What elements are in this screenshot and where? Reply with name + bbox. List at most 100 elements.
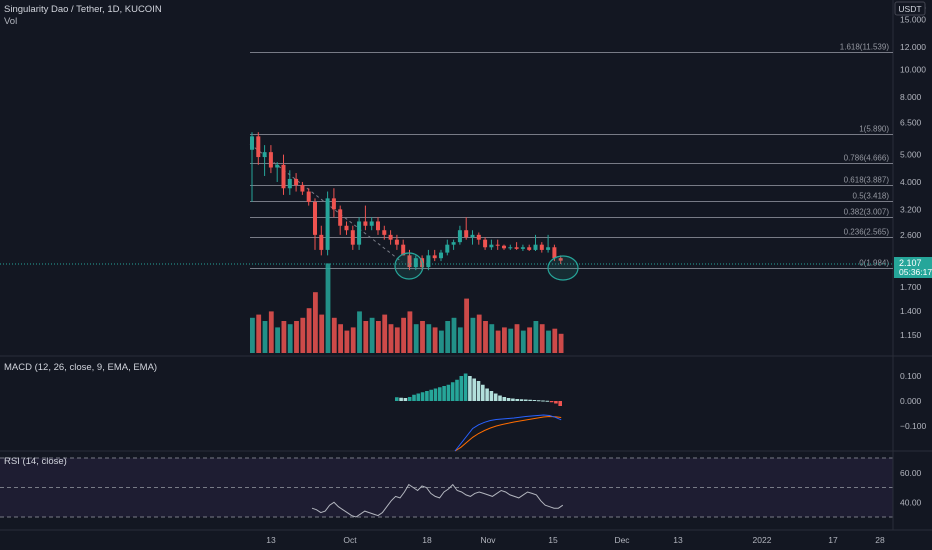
volume-bar (508, 328, 514, 353)
macd-histogram-bar (481, 384, 485, 401)
macd-histogram-bar (493, 393, 498, 401)
time-tick-label: 15 (548, 535, 558, 545)
macd-histogram-bar (442, 386, 446, 401)
macd-histogram-bar (395, 397, 399, 401)
price-tick-label: 10.000 (900, 64, 926, 74)
macd-histogram-bar (536, 400, 541, 402)
candle-body (388, 234, 393, 240)
volume-bar (558, 333, 564, 353)
currency-box[interactable] (894, 1, 926, 16)
price-tick-label: 12.000 (900, 42, 926, 52)
time-tick-label: Nov (480, 535, 496, 545)
volume-bar (281, 321, 287, 353)
price-tick-label: 4.000 (900, 177, 922, 187)
volume-bar (483, 321, 488, 353)
volume-indicator-label[interactable]: Vol (4, 16, 18, 27)
macd-histogram-bar (399, 397, 403, 401)
macd-histogram-bar (515, 399, 519, 401)
price-tick-label: 3.200 (900, 204, 922, 214)
volume-bar (445, 321, 451, 353)
macd-histogram-bar (489, 391, 494, 401)
time-tick-label: 28 (875, 535, 885, 545)
macd-histogram-bar (472, 378, 476, 401)
fib-level-label: 0.236(2.565) (844, 228, 890, 237)
volume-bar (502, 327, 507, 353)
rsi-indicator-label[interactable]: RSI (14, close) (4, 456, 67, 467)
candle-body (457, 230, 462, 243)
macd-histogram-bar (528, 399, 532, 401)
rsi-line (311, 483, 564, 518)
volume-bar (401, 317, 406, 353)
candle-body (306, 191, 311, 202)
macd-histogram-bar (545, 400, 550, 402)
time-tick-label: 13 (266, 535, 276, 545)
rsi-axis: 60.00 40.00 (900, 468, 922, 508)
candle-body (369, 221, 374, 226)
volume-bar (464, 298, 469, 353)
fib-level-label: 1(5.890) (859, 125, 889, 134)
fibonacci-retracement[interactable]: 1.618(11.539) 1(5.890) 0.786(4.666) 0.618(3… (250, 43, 893, 269)
macd-pane[interactable] (395, 373, 562, 452)
candle-body (426, 255, 431, 268)
symbol-title[interactable]: Singularity Dao / Tether, 1D, KUCOIN (4, 4, 162, 15)
macd-histogram-bar (549, 401, 554, 403)
price-tick-label: 5.000 (900, 150, 922, 160)
candle-body (376, 221, 380, 231)
candle-body (394, 239, 399, 245)
volume-bar (527, 327, 532, 353)
candle-body (344, 225, 349, 231)
macd-histogram-bar (459, 376, 464, 401)
candle-body (250, 136, 254, 150)
candle-body (470, 234, 475, 238)
candle-body (319, 234, 324, 250)
macd-histogram-bar (511, 398, 515, 401)
candlestick-series[interactable] (250, 132, 563, 271)
candle-body (338, 209, 343, 226)
volume-bar (325, 263, 331, 353)
volume-bar (546, 330, 551, 353)
volume-bar (413, 324, 419, 353)
time-axis[interactable]: 13 Oct 18 Nov 15 Dec 13 2022 17 28 (266, 535, 885, 545)
volume-bar (319, 314, 325, 353)
candle-countdown: 05:36:17 (899, 267, 932, 277)
candle-body (275, 164, 280, 168)
time-tick-label: 2022 (753, 535, 772, 545)
macd-indicator-label[interactable]: MACD (12, 26, close, 9, EMA, EMA) (4, 362, 158, 373)
time-tick-label: 17 (828, 535, 838, 545)
candle-body (464, 230, 469, 238)
candle-body (363, 221, 368, 226)
volume-bars (250, 263, 564, 353)
macd-histogram-bar (541, 400, 545, 402)
macd-histogram-bar (506, 398, 511, 401)
macd-histogram-bar (476, 381, 481, 401)
time-tick-label: 13 (673, 535, 683, 545)
rsi-pane[interactable] (311, 483, 564, 518)
rsi-band-group (0, 457, 893, 518)
bottom-ellipse-right[interactable] (547, 255, 579, 281)
candle-body (533, 244, 538, 250)
macd-axis: 0.100 0.000 −0.100 (900, 371, 927, 431)
time-tick-label: Dec (614, 535, 630, 545)
volume-bar (394, 327, 400, 353)
fib-level-label: 0.382(3.007) (844, 208, 890, 217)
bottom-ellipse-left[interactable] (394, 252, 424, 280)
volume-bar (338, 324, 343, 353)
candle-body (325, 198, 330, 250)
volume-bar (262, 321, 268, 353)
volume-bar (287, 324, 293, 353)
price-tick-label: 2.600 (900, 230, 922, 240)
macd-histogram-bar (485, 388, 489, 401)
price-tick-label: 1.400 (900, 306, 922, 316)
fib-level-label: 0.618(3.887) (844, 176, 890, 185)
macd-histogram-bar (446, 384, 451, 401)
volume-bar (451, 317, 457, 353)
candle-body (407, 255, 412, 268)
volume-bar (552, 328, 558, 353)
macd-histogram-bar (407, 397, 412, 401)
volume-bar (533, 321, 539, 353)
macd-histogram-bar (403, 398, 408, 401)
candle-body (357, 221, 362, 245)
price-tick-label: 6.500 (900, 117, 922, 127)
